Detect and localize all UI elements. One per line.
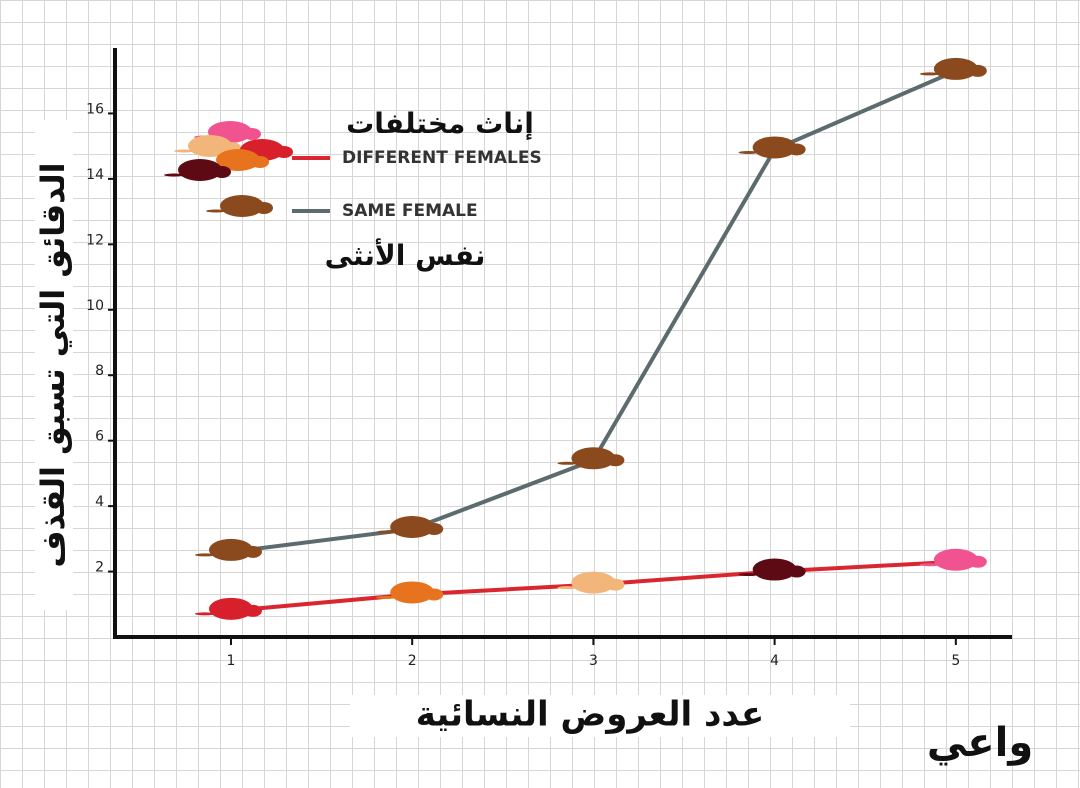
- y-label-bg: [35, 120, 73, 610]
- rat-head: [787, 143, 806, 156]
- rat-marker: [390, 581, 435, 604]
- rat-tail: [557, 461, 578, 465]
- annotation: إناث مختلفات: [346, 107, 534, 141]
- x-tick-label: 4: [770, 653, 779, 669]
- rat-marker: [571, 571, 616, 594]
- legend-rat: [216, 149, 260, 171]
- rat-head: [251, 156, 269, 168]
- y-tick-label: 14: [86, 167, 104, 183]
- x-tick-label: 3: [589, 653, 598, 669]
- rat-marker: [933, 57, 978, 80]
- rat-tail: [376, 530, 397, 534]
- x-tick-label: 1: [227, 653, 236, 669]
- y-axis-label: الدقائق التي تسبق القذف: [34, 162, 72, 567]
- y-tick-label: 6: [95, 429, 104, 445]
- x-axis-label: عدد العروض النسائية: [416, 695, 765, 735]
- rat-tail: [164, 173, 184, 177]
- rat-head: [425, 523, 444, 536]
- rat-head: [787, 565, 806, 578]
- rat-head: [243, 604, 262, 617]
- rat-marker: [571, 447, 616, 470]
- rat-tail: [738, 150, 759, 154]
- rat-tail: [206, 209, 226, 213]
- rat-marker: [390, 516, 435, 539]
- y-tick-label: 16: [86, 101, 104, 117]
- x-tick-label: 2: [408, 653, 417, 669]
- legend-rat: [188, 135, 232, 157]
- rat-head: [425, 588, 444, 601]
- rat-marker: [752, 136, 797, 159]
- rat-tail: [194, 553, 215, 557]
- rat-marker: [208, 597, 253, 620]
- legend-rat: [220, 195, 264, 217]
- rat-head: [968, 64, 987, 77]
- rat-marker: [208, 538, 253, 561]
- rat-marker: [752, 558, 797, 581]
- rat-head: [243, 128, 261, 140]
- brand: واعي: [927, 720, 1033, 766]
- rat-head: [606, 578, 625, 591]
- legend-rat: [178, 159, 222, 181]
- legend-label: SAME FEMALE: [342, 201, 478, 221]
- rat-head: [606, 454, 625, 467]
- rat-head: [213, 166, 231, 178]
- rat-tail: [919, 72, 940, 76]
- rat-tail: [174, 149, 194, 153]
- y-tick-label: 4: [95, 494, 104, 510]
- y-tick-label: 8: [95, 363, 104, 379]
- x-tick-label: 5: [951, 653, 960, 669]
- rat-tail: [557, 586, 578, 590]
- rat-tail: [194, 612, 215, 616]
- rat-head: [255, 202, 273, 214]
- rat-marker: [933, 548, 978, 571]
- legend-label: DIFFERENT FEMALES: [342, 148, 542, 168]
- y-tick-label: 12: [86, 232, 104, 248]
- rat-tail: [376, 595, 397, 599]
- x-label-bg: [350, 695, 850, 737]
- rat-head: [275, 146, 293, 158]
- y-tick-label: 10: [86, 298, 104, 314]
- rat-head: [243, 545, 262, 558]
- rat-tail: [919, 563, 940, 567]
- rat-head: [968, 555, 987, 568]
- y-tick-label: 2: [95, 560, 104, 576]
- series-line: [230, 69, 957, 554]
- annotation: نفس الأنثى: [325, 238, 486, 272]
- rat-tail: [738, 573, 759, 577]
